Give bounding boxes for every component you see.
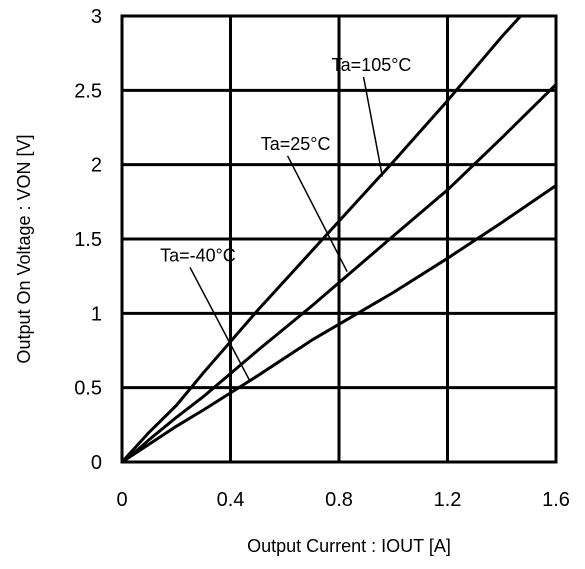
annotations: Ta=105°C Ta=25°C Ta=-40°C	[160, 55, 412, 381]
y-tick-label-2: 1	[91, 303, 102, 325]
x-tick-label-4: 1.6	[542, 489, 570, 511]
x-tick-label-0: 0	[116, 489, 127, 511]
series-line-0	[120, 14, 522, 464]
series-line-2	[121, 184, 557, 464]
x-tick-label-2: 0.8	[325, 489, 353, 511]
x-tick-label-3: 1.2	[434, 489, 462, 511]
y-axis-label: Output On Voltage : VON [V]	[14, 134, 34, 363]
y-tick-label-0: 0	[91, 452, 102, 474]
annotation-label-0: Ta=105°C	[332, 55, 412, 75]
y-tick-label-4: 2	[91, 155, 102, 177]
series-line-1	[121, 83, 558, 464]
plot-frame	[120, 14, 558, 464]
annotation-leader-1	[286, 155, 348, 273]
annotation-leader-2	[189, 266, 251, 381]
annotation-label-2: Ta=-40°C	[160, 245, 236, 265]
y-tick-label-6: 3	[91, 6, 102, 28]
annotation-label-1: Ta=25°C	[261, 134, 331, 154]
x-axis-label: Output Current : IOUT [A]	[247, 536, 451, 556]
y-tick-label-3: 1.5	[74, 229, 102, 251]
grid-lines	[122, 16, 556, 462]
y-tick-label-5: 2.5	[74, 80, 102, 102]
annotation-leader-0	[362, 76, 384, 177]
series-lines	[120, 14, 558, 464]
y-tick-label-1: 0.5	[74, 378, 102, 400]
x-tick-label-1: 0.4	[217, 489, 245, 511]
tick-labels: 0 0.4 0.8 1.2 1.6 0 0.5 1 1.5 2 2.5 3	[74, 6, 570, 511]
